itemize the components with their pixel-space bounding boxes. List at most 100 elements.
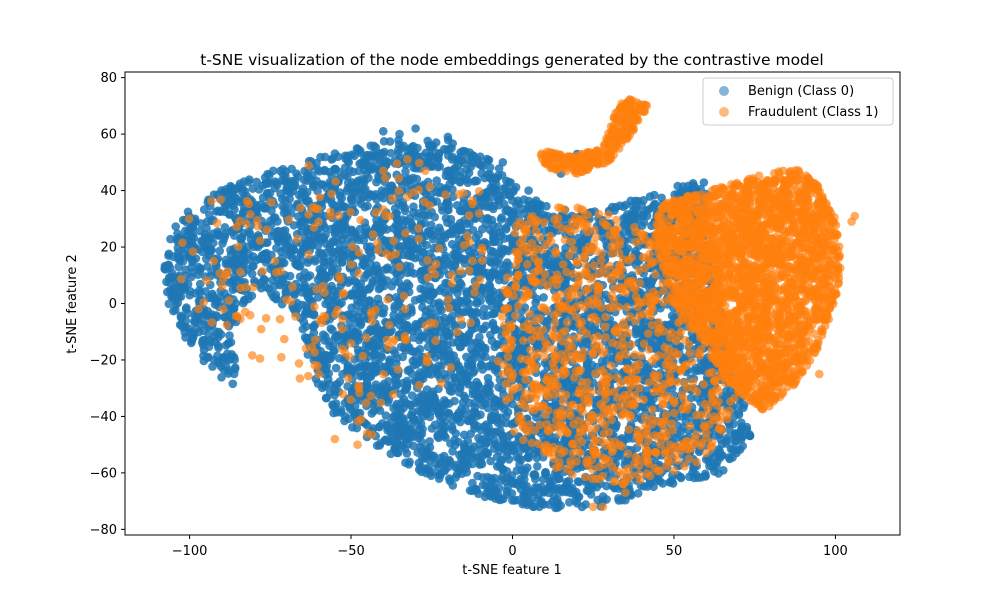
- benign-point: [386, 181, 396, 191]
- benign-point: [447, 311, 457, 321]
- benign-point: [328, 400, 337, 409]
- benign-point: [333, 224, 342, 234]
- benign-point: [472, 486, 482, 495]
- benign-point: [365, 283, 375, 292]
- benign-point: [480, 399, 490, 408]
- benign-point: [486, 480, 496, 489]
- benign-point: [330, 386, 340, 396]
- benign-point: [483, 373, 493, 383]
- benign-point: [470, 419, 479, 428]
- benign-point: [418, 303, 427, 312]
- benign-point: [340, 163, 350, 172]
- benign-point: [185, 290, 194, 300]
- benign-point: [295, 272, 305, 282]
- benign-point: [535, 502, 544, 512]
- benign-point: [531, 413, 541, 422]
- benign-point: [550, 492, 559, 501]
- benign-point: [472, 299, 482, 308]
- benign-point: [505, 206, 514, 215]
- benign-point: [441, 213, 451, 223]
- benign-point: [485, 170, 495, 179]
- benign-point: [436, 453, 446, 463]
- benign-point: [249, 261, 258, 271]
- benign-point: [335, 191, 345, 201]
- benign-point: [237, 232, 247, 242]
- benign-point: [386, 148, 396, 158]
- benign-point: [366, 371, 376, 381]
- benign-point: [215, 246, 224, 256]
- benign-point: [365, 296, 375, 305]
- benign-point: [465, 148, 475, 157]
- benign-point: [171, 305, 180, 315]
- benign-point: [434, 298, 444, 308]
- benign-point: [454, 284, 463, 293]
- benign-point: [493, 418, 503, 428]
- benign-point: [472, 176, 482, 186]
- benign-point: [477, 169, 486, 178]
- benign-point: [711, 452, 720, 461]
- benign-point: [195, 279, 205, 289]
- benign-point: [689, 181, 699, 191]
- benign-point: [399, 141, 408, 151]
- benign-point: [216, 330, 226, 339]
- benign-point: [174, 292, 184, 302]
- benign-point: [566, 484, 575, 494]
- benign-point: [473, 471, 482, 481]
- benign-point: [350, 151, 359, 161]
- benign-point: [497, 231, 506, 240]
- benign-point: [574, 492, 584, 502]
- benign-point: [293, 260, 302, 270]
- benign-point: [463, 379, 473, 389]
- benign-point: [385, 137, 395, 146]
- benign-point: [403, 174, 413, 183]
- benign-point: [433, 162, 443, 172]
- plot-points: [160, 95, 860, 513]
- benign-point: [226, 338, 236, 347]
- benign-point: [218, 353, 228, 362]
- benign-point: [504, 455, 514, 464]
- benign-point: [299, 317, 309, 327]
- benign-point: [328, 199, 337, 209]
- benign-point: [324, 375, 333, 384]
- benign-point: [471, 408, 480, 418]
- benign-point: [353, 290, 362, 300]
- benign-point: [462, 352, 471, 362]
- benign-point: [480, 194, 489, 203]
- benign-point: [471, 338, 480, 348]
- benign-point: [372, 441, 382, 450]
- benign-point: [357, 371, 367, 380]
- benign-point: [451, 462, 460, 472]
- benign-point: [414, 393, 424, 403]
- benign-point: [303, 272, 312, 282]
- benign-point: [432, 176, 442, 185]
- benign-point: [423, 394, 433, 403]
- benign-point: [162, 277, 171, 287]
- benign-point: [502, 258, 512, 267]
- benign-point: [438, 206, 447, 215]
- benign-point: [275, 237, 284, 246]
- benign-point: [276, 166, 285, 176]
- benign-point: [745, 431, 755, 441]
- benign-point: [270, 177, 280, 186]
- benign-point: [361, 184, 370, 194]
- benign-point: [386, 449, 396, 459]
- benign-point: [381, 411, 391, 420]
- benign-point: [408, 142, 417, 152]
- benign-point: [293, 304, 303, 313]
- benign-point: [229, 369, 239, 379]
- chart-title: t-SNE visualization of the node embeddin…: [200, 51, 824, 69]
- benign-point: [494, 200, 504, 210]
- benign-point: [372, 177, 381, 187]
- benign-point: [384, 437, 393, 446]
- benign-point: [418, 424, 427, 434]
- benign-point: [418, 293, 428, 302]
- benign-point: [366, 248, 375, 258]
- benign-point: [234, 182, 243, 192]
- benign-point: [453, 254, 462, 263]
- benign-point: [217, 373, 226, 382]
- benign-point: [447, 422, 457, 432]
- benign-point: [400, 386, 410, 395]
- benign-point: [630, 210, 640, 219]
- benign-point: [335, 377, 345, 386]
- benign-point: [515, 446, 524, 456]
